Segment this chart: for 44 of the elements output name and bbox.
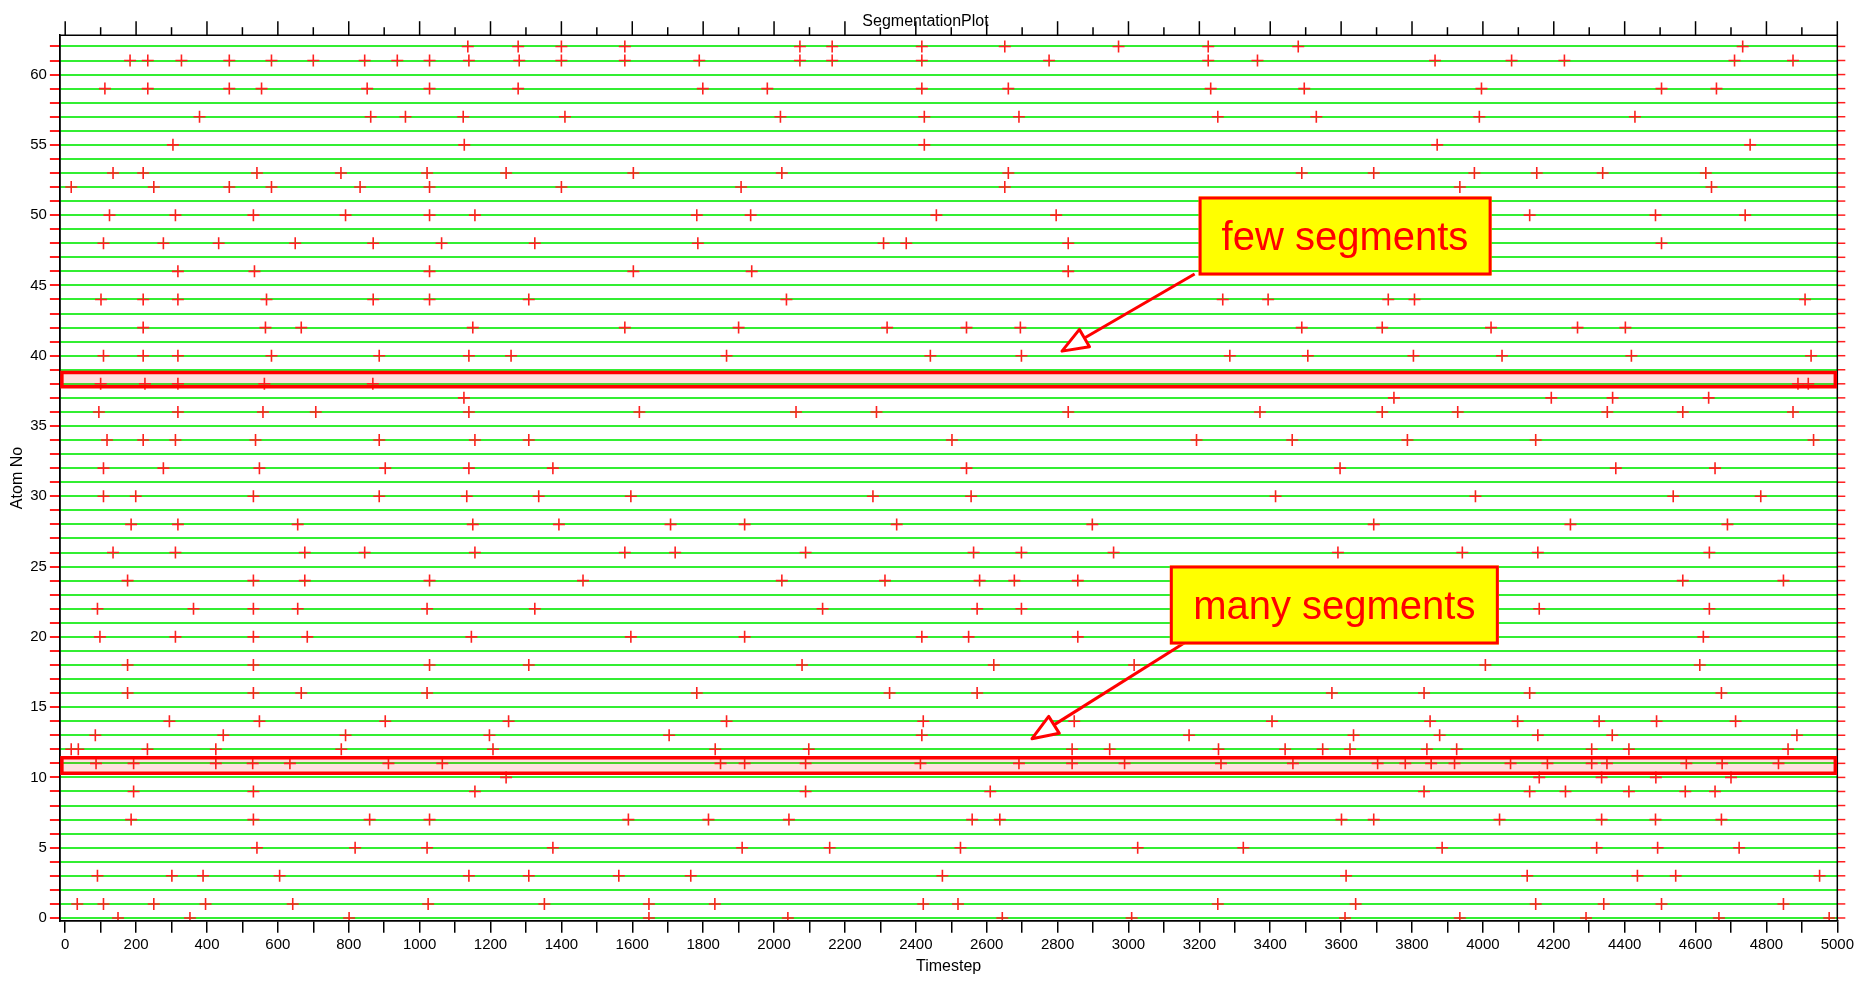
x-tick-label: 4400	[1607, 934, 1642, 952]
x-tick-label: 1400	[544, 934, 579, 952]
x-tick-label: 400	[194, 934, 220, 952]
x-tick-label: 3800	[1395, 934, 1429, 952]
chart-title: SegmentationPlot	[862, 12, 990, 30]
x-axis-title: Timestep	[916, 956, 982, 974]
x-tick-label: 1600	[615, 934, 649, 952]
annotation: few segments	[1198, 196, 1492, 276]
y-axis-title: Atom No	[8, 446, 26, 510]
annotation: many segments	[1170, 565, 1499, 645]
x-tick-label: 4800	[1749, 934, 1784, 952]
x-tick-label: 2600	[970, 934, 1004, 952]
x-tick-label: 3400	[1253, 934, 1287, 952]
y-tick-label: 10	[30, 767, 47, 785]
x-tick-label: 5000	[1820, 934, 1854, 952]
x-tick-label: 3600	[1324, 934, 1358, 952]
y-tick-label: 35	[30, 416, 47, 434]
y-tick-label: 55	[30, 134, 47, 152]
x-tick-label: 200	[123, 934, 149, 952]
y-tick-label: 40	[30, 345, 47, 363]
x-tick-label: 4200	[1537, 934, 1571, 952]
y-tick-label: 45	[30, 275, 47, 293]
x-tick-label: 2400	[899, 934, 933, 952]
x-tick-label: 0	[61, 934, 70, 952]
x-tick-label: 4600	[1678, 934, 1713, 952]
y-tick-label: 20	[30, 626, 47, 644]
x-tick-label: 3000	[1111, 934, 1146, 952]
x-tick-label: 4000	[1466, 934, 1500, 952]
y-tick-label: 30	[30, 486, 47, 504]
x-tick-label: 2000	[757, 934, 791, 952]
y-tick-label: 25	[30, 556, 47, 574]
y-tick-label: 50	[30, 205, 47, 223]
x-tick-label: 800	[336, 934, 362, 952]
x-tick-label: 1800	[686, 934, 720, 952]
x-tick-label: 2800	[1040, 934, 1075, 952]
x-tick-label: 600	[265, 934, 291, 952]
x-tick-label: 2200	[828, 934, 862, 952]
y-tick-label: 60	[30, 64, 47, 82]
y-tick-label: 5	[38, 837, 47, 855]
x-tick-label: 1200	[473, 934, 508, 952]
y-tick-label: 15	[30, 697, 47, 715]
x-tick-label: 1000	[402, 934, 437, 952]
x-tick-label: 3200	[1182, 934, 1217, 952]
y-tick-label: 0	[38, 908, 47, 926]
